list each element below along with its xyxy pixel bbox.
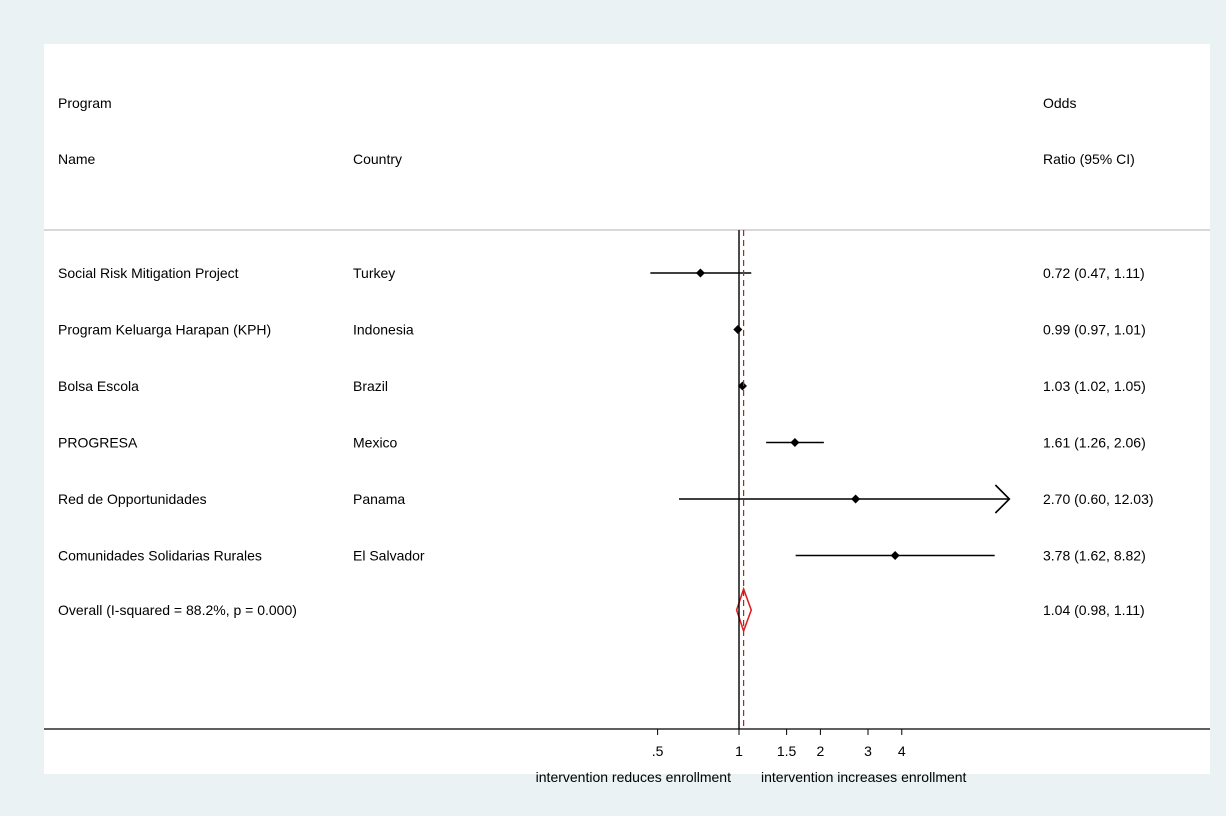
program-name: Comunidades Solidarias Rurales	[58, 548, 262, 564]
study-row: Program Keluarga Harapan (KPH) Indonesia 0…	[58, 322, 1146, 338]
study-row: Red de Opportunidades Panama 2.70 (0.60, 1…	[58, 484, 1154, 514]
point-estimate-marker	[733, 325, 743, 334]
x-tick-label: .5	[652, 743, 664, 759]
header-ratio: Ratio (95% CI)	[1043, 151, 1135, 167]
overall-odds-ratio-label: 1.04 (0.98, 1.11)	[1043, 602, 1145, 618]
odds-ratio-label: 0.72 (0.47, 1.11)	[1043, 265, 1145, 281]
overall-row: Overall (I-squared = 88.2%, p = 0.000) 1.…	[58, 586, 1145, 634]
country-name: El Salvador	[353, 548, 425, 564]
ci-truncation-arrow	[994, 484, 1011, 514]
odds-ratio-label: 0.99 (0.97, 1.01)	[1043, 322, 1146, 338]
header-odds: Odds	[1043, 95, 1076, 111]
x-tick-label: 3	[864, 743, 872, 759]
x-axis: .5 1 1.5 2 3 4 intervention reduces enrollment…	[44, 230, 1210, 785]
x-tick-label: 2	[816, 743, 824, 759]
odds-ratio-label: 1.03 (1.02, 1.05)	[1043, 378, 1146, 394]
header: Program Name Country Odds Ratio (95% CI)	[58, 95, 1135, 167]
point-estimate-marker	[737, 381, 747, 391]
country-name: Brazil	[353, 378, 388, 394]
program-name: Red de Opportunidades	[58, 491, 207, 507]
odds-ratio-label: 1.61 (1.26, 2.06)	[1043, 435, 1146, 451]
x-tick-label: 1	[735, 743, 743, 759]
x-tick-label: 1.5	[777, 743, 797, 759]
odds-ratio-label: 2.70 (0.60, 12.03)	[1043, 491, 1154, 507]
overall-diamond	[735, 586, 753, 634]
country-name: Mexico	[353, 435, 398, 451]
point-estimate-marker	[851, 494, 861, 504]
study-row: Bolsa Escola Brazil 1.03 (1.02, 1.05)	[58, 378, 1146, 394]
point-estimate-marker	[790, 438, 800, 447]
study-row: Social Risk Mitigation Project Turkey 0.72…	[58, 265, 1145, 281]
header-name: Name	[58, 151, 96, 167]
point-estimate-marker	[890, 551, 900, 560]
program-name: Bolsa Escola	[58, 378, 139, 394]
plot-panel	[44, 44, 1210, 774]
x-right-caption: intervention increases enrollment	[761, 769, 967, 785]
overall-label: Overall (I-squared = 88.2%, p = 0.000)	[58, 602, 297, 618]
country-name: Turkey	[353, 265, 395, 281]
x-left-caption: intervention reduces enrollment	[536, 769, 731, 785]
country-name: Indonesia	[353, 322, 414, 338]
study-row: PROGRESA Mexico 1.61 (1.26, 2.06)	[58, 435, 1146, 451]
odds-ratio-label: 3.78 (1.62, 8.82)	[1043, 548, 1146, 564]
x-tick-label: 4	[898, 743, 906, 759]
header-country: Country	[353, 151, 402, 167]
study-rows: Social Risk Mitigation Project Turkey 0.72…	[58, 265, 1154, 634]
study-row: Comunidades Solidarias Rurales El Salvado…	[58, 548, 1146, 564]
program-name: Program Keluarga Harapan (KPH)	[58, 322, 271, 338]
program-name: PROGRESA	[58, 435, 138, 451]
country-name: Panama	[353, 491, 405, 507]
program-name: Social Risk Mitigation Project	[58, 265, 239, 281]
point-estimate-marker	[695, 268, 705, 278]
header-program: Program	[58, 95, 112, 111]
